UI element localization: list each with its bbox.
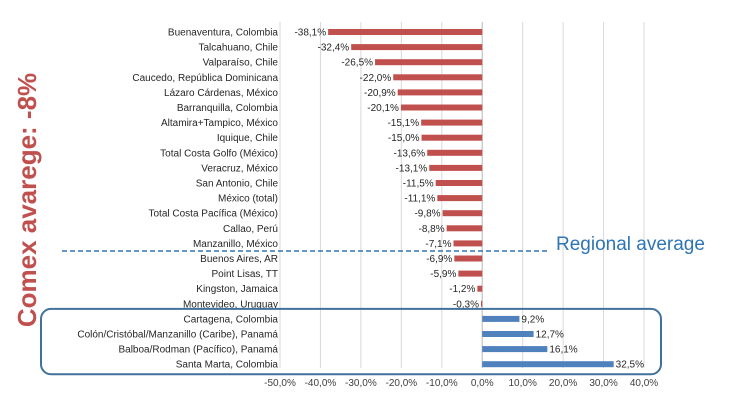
data-label: 12,7% bbox=[536, 330, 564, 341]
data-label: -32,4% bbox=[317, 43, 349, 54]
data-label: -26,5% bbox=[341, 58, 373, 69]
data-label: -20,9% bbox=[364, 88, 396, 99]
bar bbox=[454, 255, 483, 262]
x-tick-label: -30,0% bbox=[345, 378, 377, 389]
x-tick-label: -40,0% bbox=[305, 378, 337, 389]
category-label: Colón/Cristóbal/Manzanillo (Caribe), Pan… bbox=[77, 330, 278, 341]
data-label: -5,9% bbox=[430, 269, 456, 280]
data-label: -11,1% bbox=[404, 194, 435, 205]
bar bbox=[442, 210, 483, 217]
x-tick-label: 40,0% bbox=[630, 378, 658, 389]
bar bbox=[375, 59, 483, 66]
category-label: Caucedo, República Dominicana bbox=[132, 73, 278, 84]
category-label: Valparaíso, Chile bbox=[203, 58, 279, 69]
bar bbox=[427, 149, 483, 156]
bar bbox=[482, 331, 534, 337]
data-label: -9,8% bbox=[414, 209, 440, 220]
x-tick-label: 30,0% bbox=[589, 378, 617, 389]
bar bbox=[429, 164, 483, 171]
x-tick-label: 10,0% bbox=[508, 378, 536, 389]
x-tick-label: -20,0% bbox=[385, 378, 417, 389]
category-label: Barranquilla, Colombia bbox=[177, 103, 279, 114]
category-label: Cartagena, Colombia bbox=[184, 314, 279, 325]
data-label: -38,1% bbox=[294, 28, 326, 39]
data-label: -0,3% bbox=[453, 299, 479, 310]
category-label: Veracruz, México bbox=[201, 163, 278, 174]
data-label: 9,2% bbox=[521, 314, 544, 325]
data-label: -1,2% bbox=[449, 284, 475, 295]
category-label: Talcahuano, Chile bbox=[199, 43, 279, 54]
bar bbox=[435, 180, 483, 186]
bar bbox=[482, 361, 614, 368]
bar bbox=[421, 134, 483, 141]
bar bbox=[393, 74, 483, 81]
bar bbox=[458, 270, 483, 277]
x-tick-label: -10,0% bbox=[426, 378, 458, 389]
x-tick-label: 20,0% bbox=[549, 378, 577, 389]
category-label: Callao, Perú bbox=[223, 224, 278, 235]
category-label: Montevideo, Uruguay bbox=[183, 299, 278, 310]
bar bbox=[400, 104, 483, 111]
highlight-box bbox=[40, 307, 662, 376]
data-label: 16,1% bbox=[549, 345, 577, 356]
bar bbox=[481, 300, 483, 307]
category-label: Kingston, Jamaica bbox=[196, 284, 278, 295]
data-label: -13,6% bbox=[394, 148, 426, 159]
data-label: -7,1% bbox=[425, 239, 451, 250]
bar bbox=[397, 89, 483, 96]
data-label: -15,1% bbox=[387, 118, 419, 129]
bar bbox=[453, 240, 483, 247]
category-label: San Antonio, Chile bbox=[196, 179, 279, 190]
data-label: -15,0% bbox=[388, 133, 420, 144]
x-tick-label: 0,0% bbox=[471, 378, 494, 389]
category-label: Total Costa Golfo (México) bbox=[160, 148, 278, 159]
category-label: Santa Marta, Colombia bbox=[176, 360, 279, 371]
regional-average-label: Regional average bbox=[556, 234, 705, 255]
data-label: -22,0% bbox=[360, 73, 392, 84]
category-label: Balboa/Rodman (Pacífico), Panamá bbox=[118, 345, 278, 356]
data-label: -6,9% bbox=[426, 254, 452, 265]
bar bbox=[482, 346, 548, 353]
category-label: Lázaro Cárdenas, México bbox=[164, 88, 278, 99]
data-label: -20,1% bbox=[367, 103, 399, 114]
category-label: Buenos Aires, AR bbox=[200, 254, 278, 265]
category-label: Buenaventura, Colombia bbox=[168, 28, 279, 39]
category-label: Total Costa Pacífica (México) bbox=[149, 209, 279, 220]
data-label: -13,1% bbox=[396, 163, 428, 174]
category-label: Altamira+Tampico, México bbox=[161, 118, 278, 129]
category-label: Manzanillo, México bbox=[193, 239, 278, 250]
category-label: México (total) bbox=[218, 194, 278, 205]
bar bbox=[482, 315, 520, 322]
bar bbox=[351, 44, 483, 51]
category-label: Iquique, Chile bbox=[217, 133, 279, 144]
bar bbox=[328, 29, 483, 35]
bar bbox=[421, 119, 483, 126]
bar bbox=[437, 195, 483, 202]
x-tick-label: -50,0% bbox=[264, 378, 296, 389]
bar bbox=[446, 225, 483, 232]
data-label: 32,5% bbox=[616, 360, 644, 371]
bar bbox=[477, 285, 483, 292]
data-label: -11,5% bbox=[403, 179, 434, 190]
category-label: Point Lisas, TT bbox=[211, 269, 278, 280]
comex-average-annotation: Comex avarege: -8% bbox=[12, 72, 42, 328]
data-label: -8,8% bbox=[419, 224, 445, 235]
